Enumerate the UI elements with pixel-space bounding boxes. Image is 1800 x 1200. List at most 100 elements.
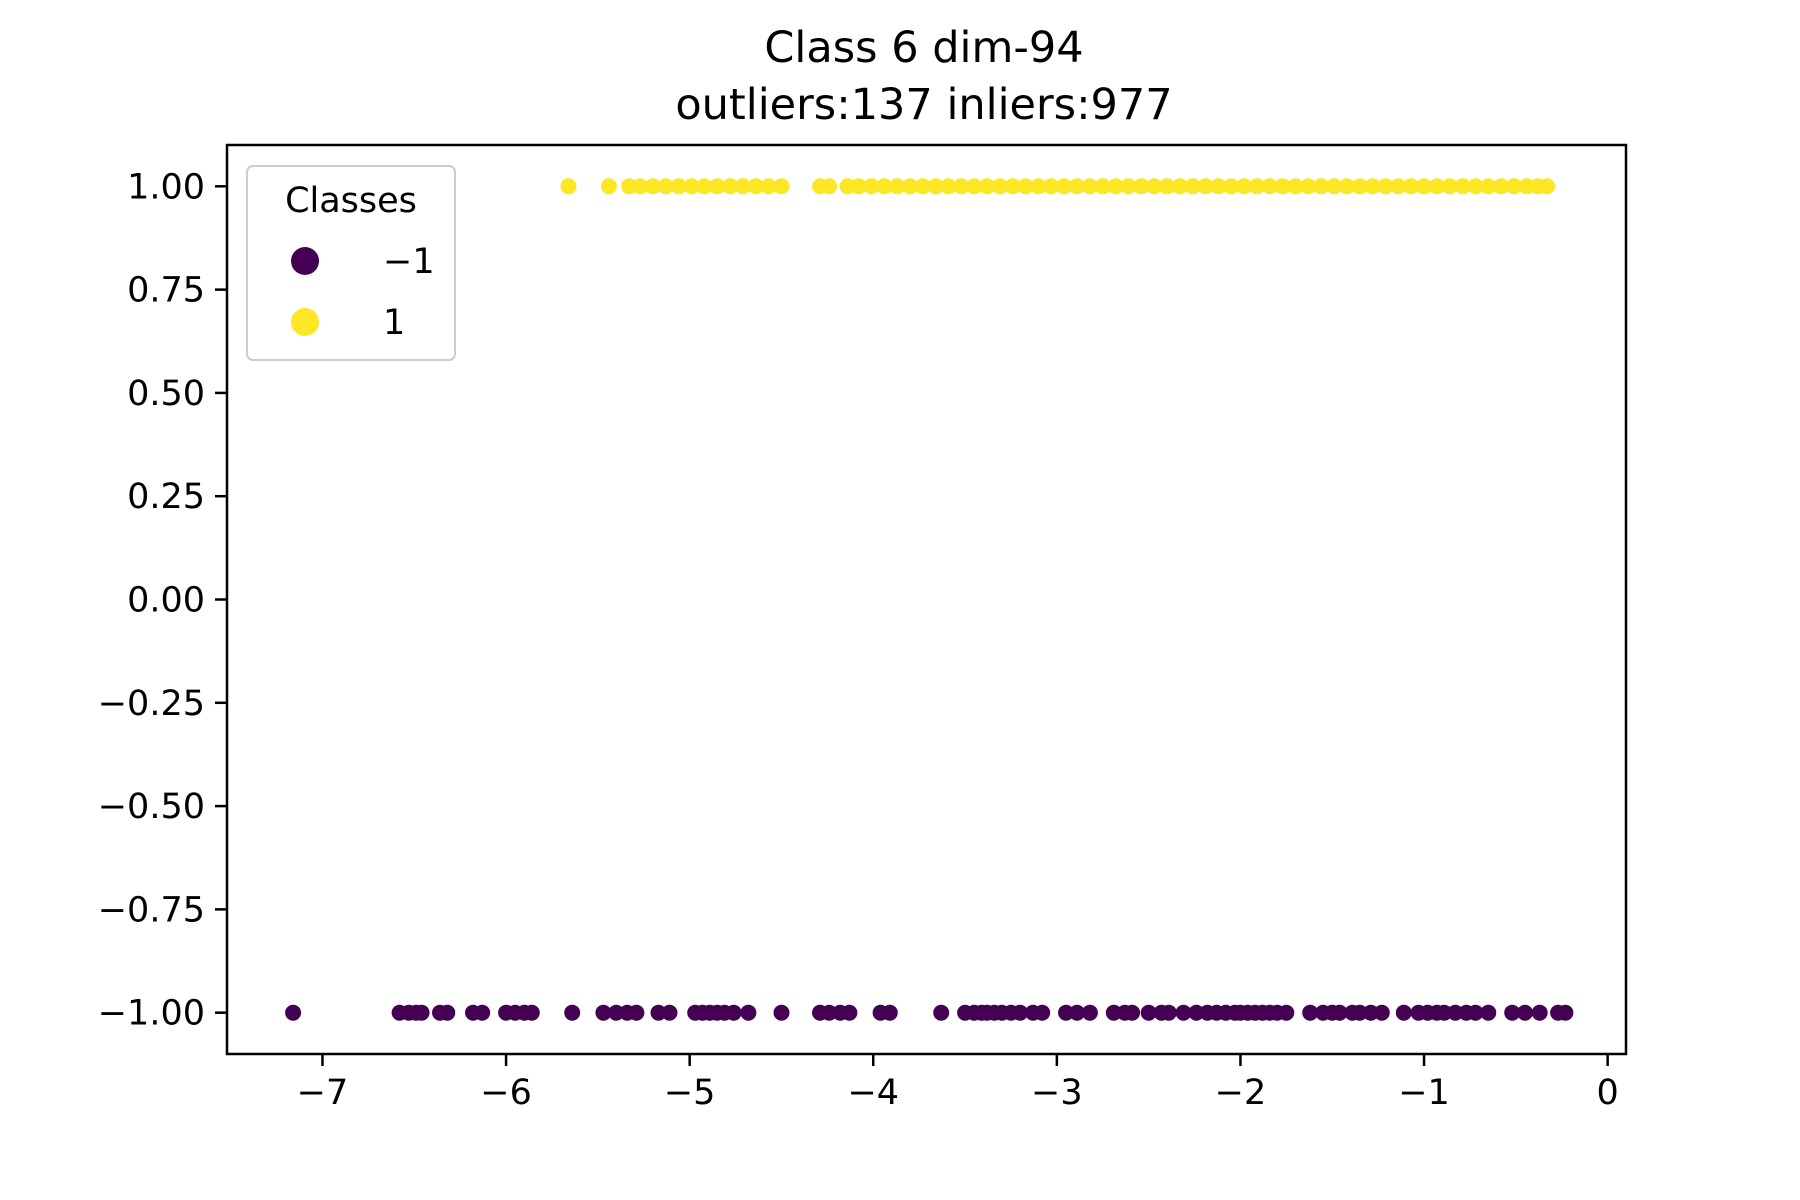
x-tick-label: −1 [1398,1073,1450,1113]
scatter-point-series-1 [1249,178,1265,195]
scatter-point-series-1 [1493,178,1510,195]
scatter-point-series-0 [595,1004,612,1021]
plot-frame [225,143,1628,1056]
scatter-point-series-0 [1351,1004,1368,1021]
scatter-point-series-0 [1331,1004,1348,1021]
scatter-point-series-0 [1373,1004,1390,1021]
y-tick-label: 1.00 [127,167,205,207]
scatter-point-series-0 [841,1004,858,1021]
y-axis: 1.00 0.75 0.50 0.25 0.00 −0.25 −0.50 −0.75 −1.00 [98,167,227,1034]
x-tick-label: −4 [847,1073,899,1113]
scatter-point-series-1 [632,178,649,195]
scatter-point-series-1 [773,178,790,195]
scatter-point-series-1 [722,178,739,195]
x-axis: −7 −6 −5 −4 −3 −2 −1 0 [297,1054,1619,1113]
scatter-point-series-1 [1274,178,1291,195]
legend: Classes −1 1 [246,165,456,361]
x-tick-label: −2 [1215,1073,1267,1113]
scatter-point-series-1 [1313,178,1330,195]
scatter-point-series-0 [1517,1004,1533,1021]
scatter-point-series-0 [564,1004,581,1021]
scatter-point-series-1 [1351,178,1368,195]
y-tick-label: 0.75 [127,271,205,311]
scatter-points [285,178,1574,1021]
scatter-point-series-0 [628,1004,645,1021]
scatter-point-series-1 [914,178,931,195]
scatter-point-series-1 [821,178,838,195]
legend-marker-outlier [291,247,319,275]
scatter-point-series-0 [881,1004,898,1021]
legend-label-inlier: 1 [383,303,405,343]
scatter-point-series-0 [1188,1004,1205,1021]
scatter-point-series-0 [773,1004,790,1021]
scatter-point-series-1 [1069,178,1085,195]
y-tick-label: 0.50 [127,374,205,414]
legend-marker-inlier [291,308,319,336]
scatter-point-series-1 [1287,178,1304,195]
scatter-point-series-0 [1436,1004,1453,1021]
scatter-point-series-1 [1326,178,1343,195]
scatter-point-series-0 [474,1004,491,1021]
scatter-point-series-1 [1364,178,1381,195]
scatter-point-series-0 [1480,1004,1497,1021]
y-tick-label: −1.00 [98,994,205,1034]
scatter-point-series-1 [940,178,957,195]
scatter-point-series-1 [1300,178,1317,195]
scatter-point-series-0 [1504,1004,1521,1021]
scatter-point-series-1 [1030,178,1047,195]
scatter-point-series-1 [1539,178,1556,195]
scatter-point-series-0 [1447,1004,1464,1021]
x-tick-label: −3 [1031,1073,1083,1113]
scatter-point-series-1 [1403,178,1420,195]
x-tick-label: −6 [480,1073,532,1113]
scatter-point-series-1 [1094,178,1111,195]
scatter-point-series-1 [902,178,918,195]
scatter-point-series-1 [1197,178,1214,195]
scatter-point-series-0 [1105,1004,1122,1021]
scatter-point-series-1 [644,178,661,195]
scatter-point-series-1 [1261,178,1278,195]
scatter-point-series-1 [734,178,751,195]
scatter-point-series-1 [1133,178,1150,195]
scatter-point-series-1 [876,178,893,195]
scatter-point-series-0 [821,1004,838,1021]
scatter-point-series-1 [560,178,577,195]
scatter-point-series-1 [1056,178,1073,195]
scatter-point-series-1 [927,178,944,195]
scatter-point-series-0 [1278,1004,1295,1021]
chart-title: Class 6 dim-94 [764,23,1083,73]
scatter-point-series-0 [650,1004,667,1021]
scatter-point-series-1 [1236,178,1253,195]
scatter-point-series-1 [1210,178,1227,195]
y-tick-label: 0.00 [127,581,205,621]
scatter-point-series-0 [1160,1004,1177,1021]
scatter-point-series-1 [966,178,983,195]
scatter-point-series-1 [863,178,880,195]
scatter-point-series-1 [1223,178,1240,195]
chart-subtitle: outliers:137 inliers:977 [675,80,1172,130]
scatter-point-series-0 [1124,1004,1141,1021]
scatter-point-series-1 [683,178,700,195]
scatter-point-series-1 [1390,178,1407,195]
legend-label-outlier: −1 [383,242,435,282]
scatter-point-series-0 [439,1004,456,1021]
scatter-point-series-1 [991,178,1008,195]
scatter-point-series-0 [1058,1004,1074,1021]
scatter-point-series-1 [621,178,638,195]
x-tick-label: −7 [297,1073,349,1113]
scatter-point-series-0 [1175,1004,1192,1021]
scatter-point-series-0 [1467,1004,1484,1021]
scatter-point-series-1 [979,178,996,195]
scatter-point-series-0 [608,1004,625,1021]
scatter-point-series-1 [1454,178,1471,195]
scatter-point-series-0 [1012,1004,1029,1021]
y-tick-label: −0.25 [98,684,205,724]
scatter-point-series-1 [1506,178,1522,195]
y-tick-label: 0.25 [127,477,205,517]
x-tick-label: −5 [664,1073,716,1113]
scatter-point-series-1 [1120,178,1137,195]
scatter-point-series-1 [839,178,856,195]
scatter-point-series-0 [933,1004,950,1021]
scatter-point-series-1 [889,178,906,195]
